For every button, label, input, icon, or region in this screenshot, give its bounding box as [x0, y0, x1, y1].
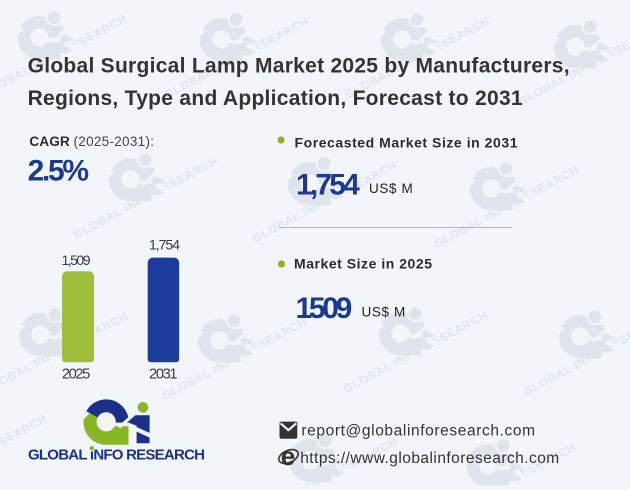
svg-text:2025: 2025	[62, 366, 91, 382]
svg-text:1,509: 1,509	[62, 252, 91, 268]
svg-text:report@globalinforesearch.com: report@globalinforesearch.com	[301, 423, 535, 440]
svg-text:1,754: 1,754	[149, 237, 180, 253]
svg-text:Market Size in 2025: Market Size in 2025	[294, 256, 432, 272]
svg-text:US$ M: US$ M	[362, 305, 406, 320]
svg-text:Global Surgical Lamp Market 20: Global Surgical Lamp Market 2025 by Manu…	[28, 54, 570, 77]
svg-text:GLOBAL iNFO RESEARCH: GLOBAL iNFO RESEARCH	[28, 446, 205, 463]
svg-text:(2025-2031):: (2025-2031):	[74, 134, 155, 149]
svg-text:Forecasted Market Size in 2031: Forecasted Market Size in 2031	[295, 134, 518, 150]
svg-text:2.5%: 2.5%	[28, 155, 90, 188]
svg-text:e: e	[281, 441, 295, 471]
svg-text:US$ M: US$ M	[369, 181, 413, 196]
svg-text:1509: 1509	[296, 292, 353, 325]
svg-text:Regions, Type and Application,: Regions, Type and Application, Forecast …	[28, 87, 523, 110]
svg-text:https://www.globalinforesearch: https://www.globalinforesearch.com	[300, 450, 559, 467]
svg-text:1,754: 1,754	[296, 169, 360, 202]
svg-text:2031: 2031	[149, 366, 178, 382]
svg-text:CAGR: CAGR	[29, 134, 70, 149]
